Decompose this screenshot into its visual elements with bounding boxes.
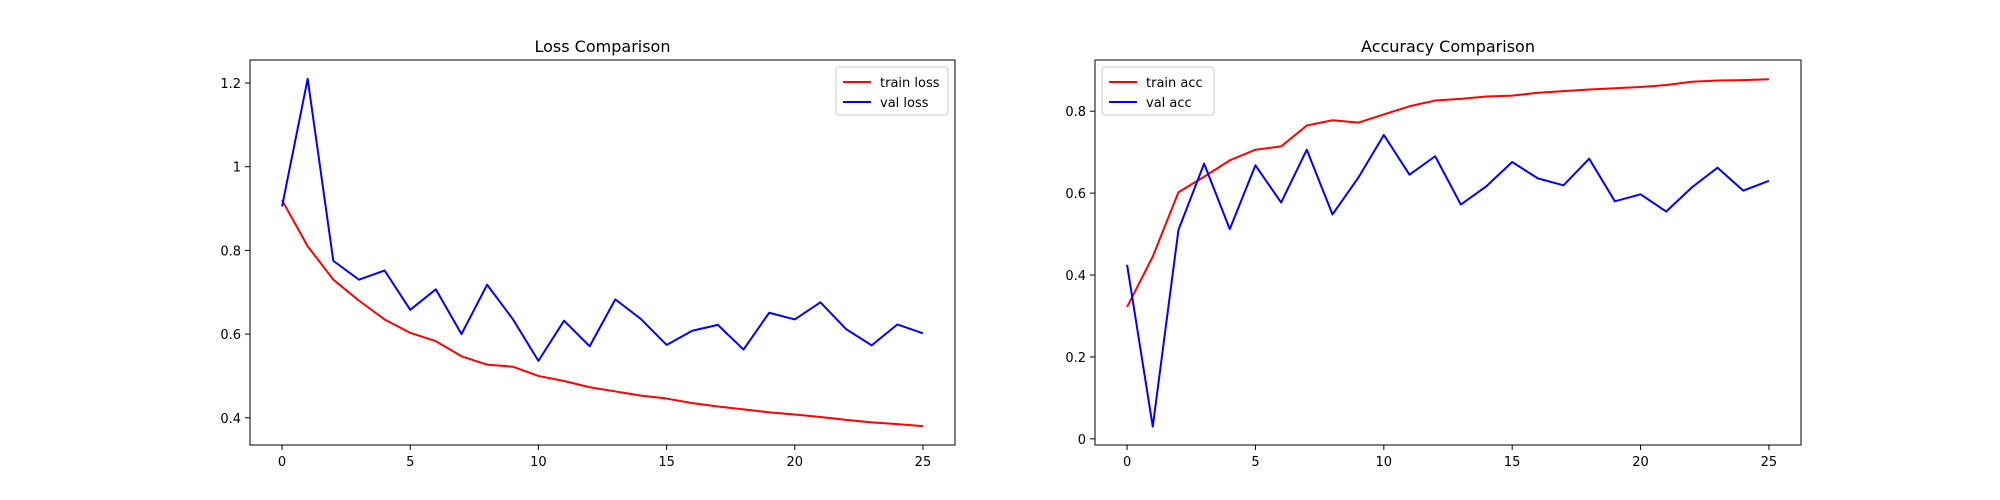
y-tick-label: 0.4 xyxy=(1065,269,1086,284)
loss-comparison-chart: Loss Comparison 0 5 10 15 20 25 0.4 0.6 0.8 1 1.2 t… xyxy=(220,37,956,470)
chart-title: Accuracy Comparison xyxy=(1361,37,1535,56)
legend: train loss val loss xyxy=(835,66,949,116)
x-tick-label: 15 xyxy=(1504,455,1521,470)
x-tick-label: 0 xyxy=(278,455,286,470)
axes-frame xyxy=(1094,59,1802,446)
plot-area: 0 5 10 15 20 25 0.4 0.6 0.8 1 1.2 train loss val los… xyxy=(220,59,956,470)
legend-label: train acc xyxy=(1146,76,1203,91)
x-tick-label: 20 xyxy=(786,455,803,470)
y-tick-label: 1 xyxy=(233,161,241,176)
x-tick-label: 5 xyxy=(1251,455,1259,470)
y-tick-label: 1.2 xyxy=(220,77,241,92)
series-line-val-loss xyxy=(281,77,924,362)
y-tick-label: 0.6 xyxy=(1065,187,1086,202)
accuracy-comparison-chart: Accuracy Comparison 0 5 10 15 20 25 0 0.2 0.4 0.6… xyxy=(1065,37,1802,470)
x-tick-label: 10 xyxy=(530,455,547,470)
x-tick-label: 20 xyxy=(1632,455,1649,470)
axes-frame xyxy=(249,59,956,446)
series-line-train-loss xyxy=(281,199,924,428)
y-tick-label: 0.8 xyxy=(1065,105,1086,120)
legend-label: val loss xyxy=(880,96,929,111)
x-tick-label: 5 xyxy=(406,455,414,470)
y-tick-label: 0.2 xyxy=(1065,351,1086,366)
legend: train acc val acc xyxy=(1101,66,1215,116)
legend-label: val acc xyxy=(1146,96,1192,111)
x-tick-label: 0 xyxy=(1123,455,1131,470)
legend-label: train loss xyxy=(880,76,940,91)
chart-title: Loss Comparison xyxy=(535,37,671,56)
x-tick-label: 10 xyxy=(1376,455,1393,470)
y-tick-label: 0.8 xyxy=(220,244,241,259)
x-tick-label: 15 xyxy=(658,455,675,470)
x-tick-label: 25 xyxy=(915,455,932,470)
y-tick-label: 0.6 xyxy=(220,328,241,343)
plot-area: 0 5 10 15 20 25 0 0.2 0.4 0.6 0.8 train acc val acc xyxy=(1065,59,1802,470)
series-line-val-acc xyxy=(1126,133,1770,428)
y-tick-label: 0 xyxy=(1078,433,1086,448)
series-line-train-acc xyxy=(1126,78,1769,308)
x-tick-label: 25 xyxy=(1761,455,1778,470)
y-tick-label: 0.4 xyxy=(220,412,241,427)
